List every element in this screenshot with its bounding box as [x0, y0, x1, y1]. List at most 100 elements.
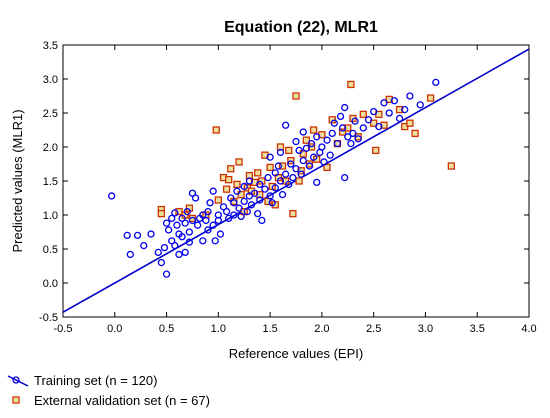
- validation-point: [285, 146, 293, 155]
- training-point: [185, 228, 193, 236]
- training-point: [199, 237, 207, 245]
- x-tick-label: 2.5: [366, 323, 381, 335]
- data-points-layer: [108, 78, 455, 278]
- training-point: [254, 209, 262, 218]
- training-point: [209, 221, 217, 229]
- validation-point: [225, 175, 233, 184]
- training-point: [271, 169, 279, 177]
- training-point: [193, 221, 202, 229]
- training-point: [256, 180, 264, 189]
- training-point: [295, 146, 303, 155]
- training-point: [401, 105, 409, 114]
- validation-point: [222, 185, 231, 193]
- training-point: [256, 196, 264, 204]
- y-axis: -0.5 0.0 0.5 1.0 1.5 2.0 2.5 3.0 3.5: [39, 40, 529, 324]
- x-tick-label: 4.0: [521, 323, 536, 335]
- validation-point: [266, 163, 274, 172]
- training-point: [274, 162, 283, 170]
- y-tick-label: -0.5: [39, 312, 58, 324]
- legend-label-validation: External validation set (n = 67): [34, 392, 210, 408]
- training-point: [171, 241, 179, 250]
- training-point: [359, 124, 367, 132]
- training-point: [243, 207, 251, 216]
- training-point: [185, 238, 193, 246]
- legend-label-training: Training set (n = 120): [34, 372, 158, 388]
- chart-legend: Training set (n = 120) External validati…: [6, 370, 210, 410]
- y-tick-label: 1.5: [43, 176, 58, 188]
- training-point: [211, 237, 219, 245]
- training-point: [181, 248, 189, 257]
- y-tick-label: 3.5: [43, 40, 58, 52]
- training-point: [164, 226, 173, 234]
- chart-title: Equation (22), MLR1: [224, 19, 378, 36]
- training-point: [199, 211, 207, 219]
- x-tick-label: 1.0: [211, 323, 226, 335]
- validation-point: [426, 94, 435, 102]
- training-point: [230, 199, 238, 207]
- x-axis-label: Reference values (EPI): [229, 346, 363, 361]
- training-point: [281, 121, 290, 129]
- validation-point: [278, 162, 287, 170]
- y-tick-label: 2.5: [43, 108, 58, 120]
- x-tick-label: 0.5: [159, 323, 174, 335]
- validation-point: [406, 119, 414, 127]
- validation-point: [347, 80, 355, 89]
- training-point: [157, 258, 166, 267]
- training-point: [320, 158, 328, 166]
- training-point: [261, 185, 269, 193]
- validation-point: [227, 165, 235, 173]
- training-point: [297, 170, 305, 178]
- training-point: [133, 231, 142, 240]
- x-tick-label: 3.5: [470, 323, 485, 335]
- validation-point: [338, 128, 347, 136]
- training-point: [235, 204, 243, 212]
- training-point: [202, 216, 210, 225]
- validation-point: [372, 146, 380, 155]
- training-point: [307, 139, 316, 148]
- validation-set-legend-icon: [12, 396, 20, 404]
- x-axis: -0.5 0.0 0.5 1.0 1.5 2.0 2.5 3.0 3.5 4.0: [54, 45, 537, 335]
- training-point: [326, 151, 334, 159]
- training-point: [178, 233, 186, 241]
- training-point: [330, 119, 338, 127]
- training-point: [126, 250, 134, 259]
- training-point: [432, 78, 440, 87]
- validation-point: [214, 196, 222, 204]
- training-point: [240, 197, 248, 206]
- training-point: [225, 214, 233, 223]
- training-point: [323, 136, 331, 144]
- x-tick-label: -0.5: [54, 323, 73, 335]
- training-point: [347, 139, 355, 148]
- validation-point: [157, 209, 166, 218]
- x-tick-label: 0.0: [107, 323, 122, 335]
- training-point: [292, 137, 300, 146]
- legend-item-training: Training set (n = 120): [6, 370, 210, 390]
- training-point: [237, 212, 245, 221]
- training-point: [406, 92, 414, 100]
- validation-point: [302, 136, 311, 144]
- training-point: [204, 226, 212, 234]
- training-point: [123, 231, 131, 240]
- training-point: [216, 230, 225, 238]
- training-point: [175, 250, 183, 259]
- training-point: [299, 128, 307, 136]
- training-point: [416, 101, 424, 109]
- y-tick-label: 1.0: [43, 210, 58, 222]
- training-point: [245, 177, 254, 185]
- training-point: [344, 133, 352, 141]
- training-point: [285, 180, 293, 189]
- training-point: [309, 153, 318, 161]
- legend-item-validation: External validation set (n = 67): [6, 390, 210, 410]
- training-point: [140, 241, 148, 250]
- training-point: [214, 216, 222, 225]
- validation-point: [370, 119, 378, 127]
- training-point: [302, 144, 311, 153]
- training-point: [318, 143, 326, 151]
- validation-point: [235, 158, 243, 166]
- y-tick-label: 0.5: [43, 244, 58, 256]
- validation-point: [359, 110, 367, 119]
- training-point: [240, 182, 248, 191]
- training-point: [188, 216, 197, 225]
- training-point: [173, 221, 181, 229]
- validation-point: [295, 177, 303, 185]
